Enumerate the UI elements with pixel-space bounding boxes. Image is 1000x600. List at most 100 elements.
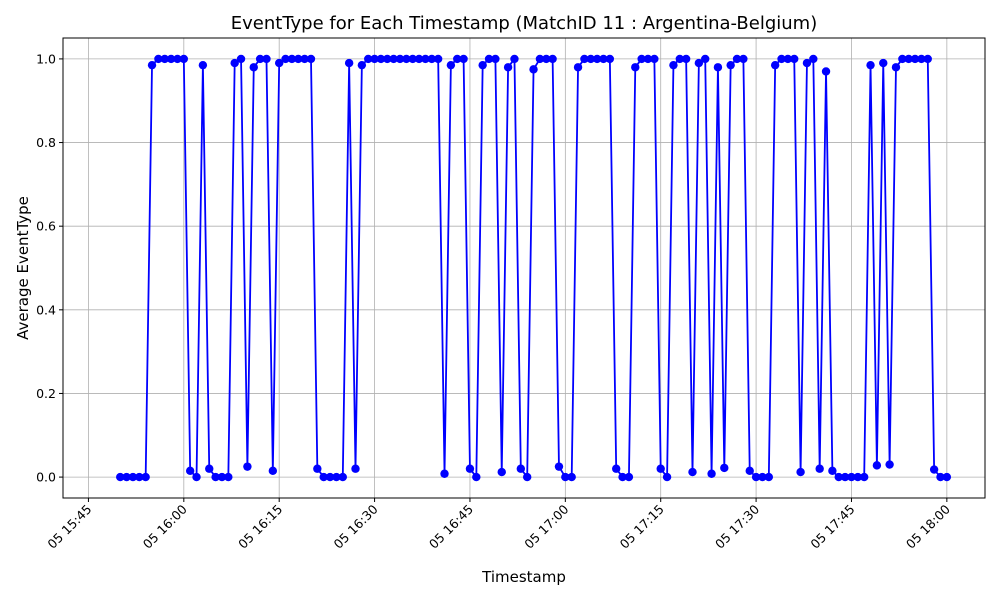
grid xyxy=(63,38,985,498)
data-point xyxy=(287,54,297,64)
chart-title: EventType for Each Timestamp (MatchID 11… xyxy=(231,13,817,34)
y-axis: 0.0 0.2 0.4 0.6 0.8 1.0 xyxy=(36,51,63,485)
y-tick-label: 0.8 xyxy=(36,135,56,150)
data-point xyxy=(815,464,824,473)
data-point xyxy=(230,58,239,68)
data-point xyxy=(472,472,481,482)
x-axis: 05 15:45 05 16:00 05 16:15 05 16:30 05 16:45… xyxy=(44,498,953,552)
data-point xyxy=(821,67,831,76)
data-point xyxy=(942,472,952,482)
y-axis-label: Average EventType xyxy=(14,196,32,340)
data-point xyxy=(166,54,176,64)
data-point xyxy=(726,60,735,70)
data-point xyxy=(274,58,284,68)
y-tick-label: 0.2 xyxy=(36,386,56,401)
data-point xyxy=(624,472,634,482)
data-point xyxy=(446,60,456,70)
data-point xyxy=(796,467,805,477)
data-point xyxy=(351,464,360,473)
data-point xyxy=(751,472,761,482)
series xyxy=(116,54,952,482)
data-point xyxy=(205,464,214,473)
data-point xyxy=(179,54,189,64)
data-point xyxy=(325,472,335,482)
data-point xyxy=(217,472,227,482)
data-point xyxy=(402,54,411,64)
data-point xyxy=(421,54,430,64)
data-point xyxy=(319,472,328,482)
data-point xyxy=(618,472,627,482)
data-point xyxy=(503,63,513,72)
data-point xyxy=(828,466,837,476)
data-point xyxy=(408,54,417,64)
data-point xyxy=(764,472,774,482)
data-point xyxy=(440,469,449,478)
data-point xyxy=(898,54,907,64)
data-point xyxy=(770,60,780,70)
data-point xyxy=(936,472,945,482)
data-point xyxy=(586,54,595,64)
plot-frame xyxy=(62,37,986,499)
data-point xyxy=(376,54,386,64)
data-point xyxy=(580,54,589,64)
data-point xyxy=(383,54,392,64)
data-point xyxy=(313,464,322,473)
data-point xyxy=(262,54,271,64)
data-point xyxy=(306,54,316,64)
data-point xyxy=(465,464,475,473)
data-point xyxy=(147,60,157,70)
data-point xyxy=(160,54,169,64)
data-point xyxy=(758,472,767,482)
data-point xyxy=(529,65,538,74)
data-point xyxy=(542,54,551,64)
data-point xyxy=(554,462,564,471)
x-tick-label: 05 16:30 xyxy=(331,501,381,551)
x-tick-label: 05 16:45 xyxy=(426,502,476,552)
data-point xyxy=(885,460,894,469)
data-point xyxy=(929,465,939,474)
y-tick-label: 1.0 xyxy=(36,51,56,66)
data-point xyxy=(567,472,576,482)
data-point xyxy=(535,54,545,64)
data-point xyxy=(573,63,583,72)
data-point xyxy=(637,54,646,64)
data-point xyxy=(599,54,608,64)
x-tick-label: 05 17:30 xyxy=(712,501,762,551)
data-point xyxy=(497,467,506,477)
x-tick-label: 05 18:00 xyxy=(903,501,953,551)
data-point xyxy=(128,472,138,482)
data-point xyxy=(662,472,672,482)
data-point xyxy=(917,54,926,64)
data-point xyxy=(891,63,901,72)
data-point xyxy=(281,54,290,64)
data-point xyxy=(522,472,532,482)
data-point xyxy=(338,472,347,482)
data-point xyxy=(713,63,723,72)
y-tick-label: 0.4 xyxy=(36,302,56,317)
data-point xyxy=(739,54,748,64)
data-point xyxy=(777,54,786,64)
x-tick-label: 05 15:45 xyxy=(44,502,94,552)
y-tick-label: 0.0 xyxy=(36,470,56,485)
data-point xyxy=(116,472,125,482)
data-point xyxy=(332,472,341,482)
data-point xyxy=(478,60,487,70)
data-point xyxy=(669,60,678,70)
data-point xyxy=(516,464,526,473)
data-point xyxy=(255,54,265,64)
data-point xyxy=(612,464,621,473)
data-point xyxy=(809,54,818,64)
data-point xyxy=(236,54,246,64)
data-point xyxy=(910,54,920,64)
data-point xyxy=(491,54,500,64)
data-point xyxy=(732,54,742,64)
data-point xyxy=(249,63,258,72)
x-tick-label: 05 17:00 xyxy=(521,501,571,551)
series-line xyxy=(120,56,947,480)
data-point xyxy=(484,54,494,64)
data-point xyxy=(720,463,729,473)
data-point xyxy=(650,54,659,64)
x-tick-label: 05 17:45 xyxy=(807,502,857,552)
data-point xyxy=(185,466,195,476)
data-point xyxy=(694,58,704,68)
